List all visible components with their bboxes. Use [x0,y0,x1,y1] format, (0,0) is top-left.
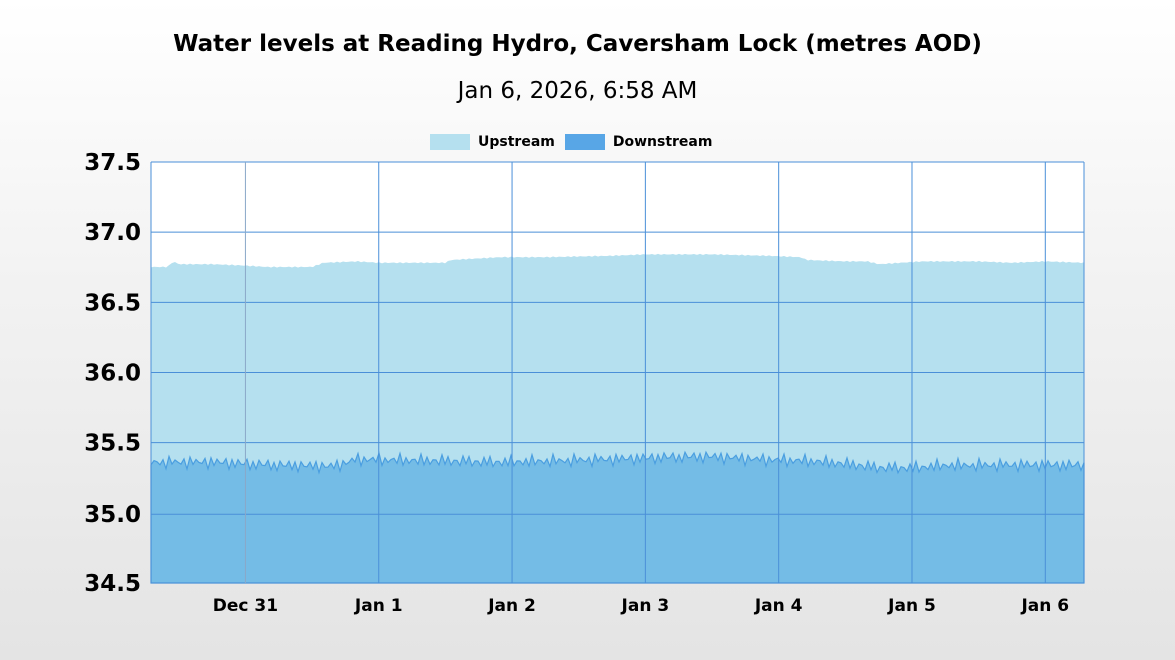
y-tick-label: 36.0 [84,361,141,387]
legend-item-downstream[interactable]: Downstream [564,134,713,150]
x-tick-label: Jan 2 [487,596,536,616]
x-tick-label: Jan 4 [754,596,803,616]
x-tick-label: Jan 1 [354,596,403,616]
y-tick-label: 36.5 [84,290,141,316]
chart-subtitle: Jan 6, 2026, 6:58 AM [457,78,698,104]
area-series-downstream [150,450,1085,584]
chart-title: Water levels at Reading Hydro, Caversham… [173,31,982,57]
x-tick-label: Jan 6 [1020,596,1069,616]
legend-label-upstream: Upstream [478,134,555,150]
x-tick-label: Jan 5 [887,596,936,616]
legend-item-upstream[interactable]: Upstream [430,134,555,150]
x-tick-label: Dec 31 [213,596,278,616]
y-tick-label: 37.0 [84,220,141,246]
legend-swatch-downstream [564,134,605,150]
y-tick-label: 34.5 [84,571,141,597]
legend: Upstream Downstream [430,134,722,150]
y-tick-label: 37.5 [84,150,141,176]
legend-label-downstream: Downstream [612,134,713,150]
legend-swatch-upstream [430,134,470,150]
x-tick-label: Jan 3 [621,596,670,616]
y-tick-label: 35.0 [84,502,141,528]
y-tick-label: 35.5 [84,431,141,457]
